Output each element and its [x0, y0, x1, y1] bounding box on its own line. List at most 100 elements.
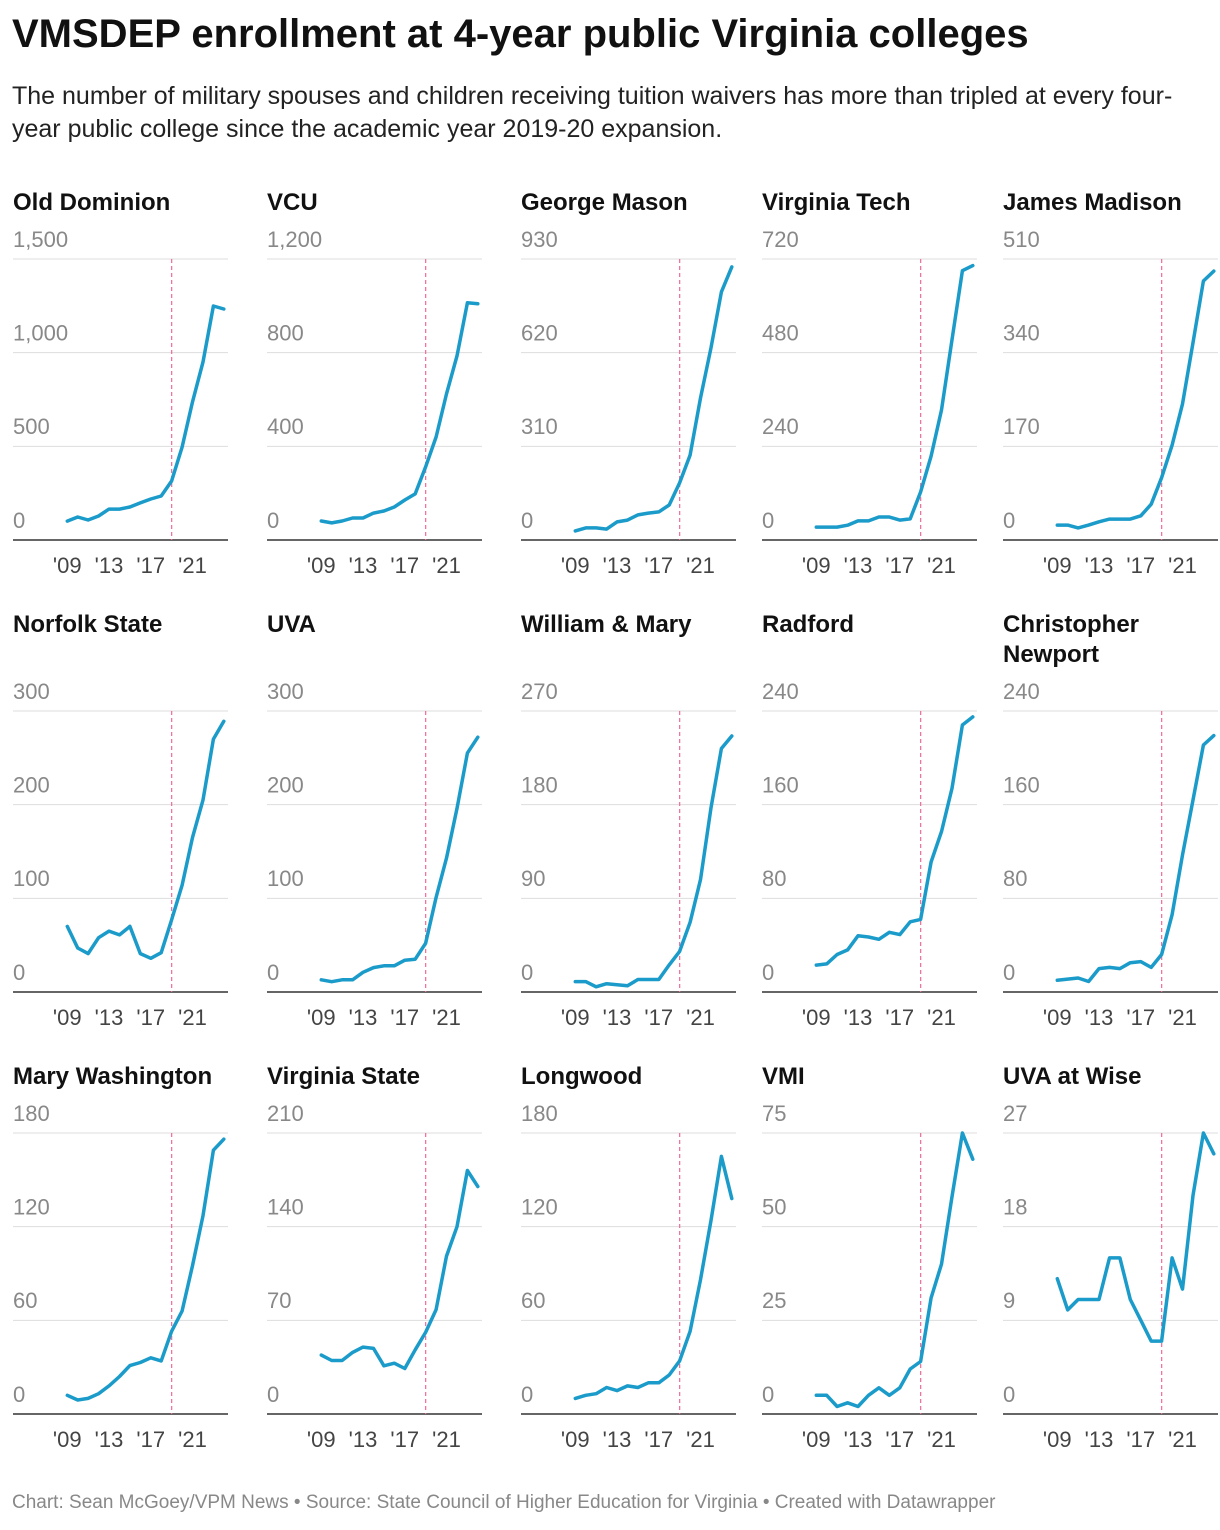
x-tick-label: '09 [307, 1005, 336, 1030]
x-tick-label: '17 [136, 553, 165, 578]
y-tick-label: 310 [521, 414, 558, 439]
x-tick-label: '09 [307, 1427, 336, 1452]
x-tick-label: '09 [802, 553, 831, 578]
y-tick-label: 140 [267, 1194, 304, 1219]
y-tick-label: 240 [762, 679, 799, 704]
x-tick-label: '09 [561, 1005, 590, 1030]
line [814, 1131, 975, 1409]
x-tick-label: '17 [136, 1427, 165, 1452]
y-tick-label: 0 [521, 1382, 533, 1407]
y-tick-label: 200 [267, 772, 304, 797]
line [1055, 1131, 1216, 1343]
x-tick-label: '13 [603, 1005, 632, 1030]
x-tick-label: '09 [802, 1427, 831, 1452]
line [814, 715, 975, 967]
x-tick-label: '21 [1168, 1005, 1197, 1030]
y-tick-label: 240 [762, 414, 799, 439]
y-tick-label: 9 [1003, 1288, 1015, 1313]
line [573, 1154, 734, 1401]
x-tick-label: '17 [1126, 1005, 1155, 1030]
panel-title: Radford [762, 611, 854, 638]
y-tick-label: 160 [762, 772, 799, 797]
y-tick-label: 120 [521, 1194, 558, 1219]
y-tick-label: 0 [521, 960, 533, 985]
x-tick-label: '21 [686, 1427, 715, 1452]
y-tick-label: 180 [521, 772, 558, 797]
y-tick-label: 80 [762, 866, 786, 891]
y-tick-label: 510 [1003, 227, 1040, 252]
source: Chart: Sean McGoey/VPM News • Source: St… [12, 1492, 996, 1513]
x-tick-label: '13 [603, 553, 632, 578]
x-tick-label: '13 [844, 553, 873, 578]
panel-title: Virginia State [267, 1063, 420, 1090]
y-tick-label: 0 [762, 1382, 774, 1407]
y-tick-label: 300 [13, 679, 50, 704]
y-tick-label: 720 [762, 227, 799, 252]
x-tick-label: '21 [178, 1427, 207, 1452]
y-tick-label: 75 [762, 1101, 786, 1126]
y-tick-label: 170 [1003, 414, 1040, 439]
x-tick-label: '17 [644, 1427, 673, 1452]
y-tick-label: 0 [762, 508, 774, 533]
y-tick-label: 200 [13, 772, 50, 797]
y-tick-label: 70 [267, 1288, 291, 1313]
line [814, 263, 975, 529]
x-tick-label: '09 [802, 1005, 831, 1030]
x-tick-label: '17 [1126, 1427, 1155, 1452]
line [1055, 733, 1216, 984]
y-tick-label: 18 [1003, 1194, 1027, 1219]
x-tick-label: '09 [307, 553, 336, 578]
panel-title: VCU [267, 189, 318, 216]
panel-title: Mary Washington [13, 1063, 213, 1090]
x-tick-label: '17 [390, 553, 419, 578]
x-tick-label: '13 [844, 1427, 873, 1452]
y-tick-label: 620 [521, 320, 558, 345]
y-tick-label: 0 [267, 1382, 279, 1407]
y-tick-label: 0 [521, 508, 533, 533]
x-tick-label: '21 [927, 553, 956, 578]
x-tick-label: '13 [349, 553, 378, 578]
x-tick-label: '21 [686, 1005, 715, 1030]
x-tick-label: '21 [686, 553, 715, 578]
line [319, 735, 480, 984]
x-tick-label: '21 [432, 1427, 461, 1452]
x-tick-label: '09 [561, 553, 590, 578]
line [65, 719, 226, 961]
y-tick-label: 60 [13, 1288, 37, 1313]
x-tick-label: '09 [1043, 1005, 1072, 1030]
y-tick-label: 90 [521, 866, 545, 891]
x-tick-label: '13 [95, 553, 124, 578]
x-tick-label: '09 [1043, 1427, 1072, 1452]
x-tick-label: '17 [644, 1005, 673, 1030]
y-tick-label: 0 [13, 960, 25, 985]
x-tick-label: '13 [95, 1427, 124, 1452]
x-tick-label: '21 [1168, 1427, 1197, 1452]
x-tick-label: '21 [432, 1005, 461, 1030]
y-tick-label: 0 [1003, 1382, 1015, 1407]
y-tick-label: 0 [13, 508, 25, 533]
y-tick-label: 1,200 [267, 227, 322, 252]
x-tick-label: '09 [1043, 553, 1072, 578]
panel-title: Christopher Newport [1003, 611, 1140, 668]
y-tick-label: 0 [267, 960, 279, 985]
y-tick-label: 50 [762, 1194, 786, 1219]
y-tick-label: 25 [762, 1288, 786, 1313]
y-tick-label: 210 [267, 1101, 304, 1126]
panel-title: UVA [267, 611, 316, 638]
x-tick-label: '09 [53, 1427, 82, 1452]
panel-title: William & Mary [521, 611, 692, 638]
x-tick-label: '13 [1085, 1005, 1114, 1030]
x-tick-label: '21 [178, 1005, 207, 1030]
y-tick-label: 0 [13, 1382, 25, 1407]
y-tick-label: 1,000 [13, 320, 68, 345]
line [573, 734, 734, 989]
panel-title: Virginia Tech [762, 189, 911, 216]
y-tick-label: 27 [1003, 1101, 1027, 1126]
y-tick-label: 400 [267, 414, 304, 439]
y-tick-label: 300 [267, 679, 304, 704]
x-tick-label: '13 [1085, 1427, 1114, 1452]
x-tick-label: '13 [1085, 553, 1114, 578]
panel-title: Norfolk State [13, 611, 163, 638]
